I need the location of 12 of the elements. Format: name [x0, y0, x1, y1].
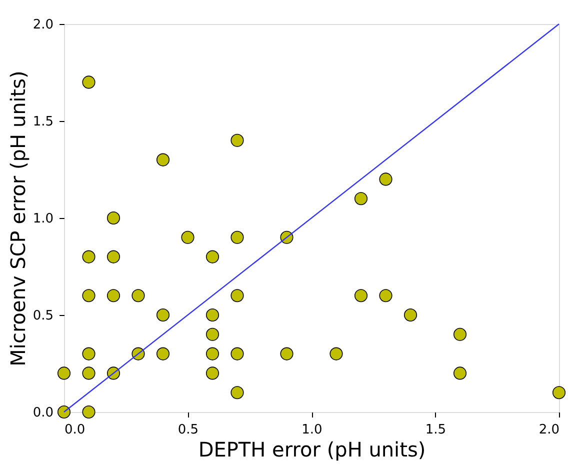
- y-tick-label: 0.5: [32, 308, 54, 324]
- y-axis-title: Microenv SCP error (pH units): [6, 70, 30, 366]
- y-tick-label: 1.0: [32, 212, 54, 226]
- y-tick-label: 2.0: [32, 18, 54, 32]
- x-tick-label: 0.5: [178, 422, 199, 438]
- x-tick-label: 1.5: [425, 422, 446, 438]
- x-tick-label: 0.0: [64, 422, 86, 438]
- x-axis-title: DEPTH error (pH units): [198, 438, 426, 462]
- y-tick-label: 0.0: [32, 406, 54, 420]
- y-tick-label: 1.5: [32, 114, 54, 130]
- x-tick-label: 2.0: [538, 422, 560, 438]
- x-tick-label: 1.0: [302, 422, 322, 438]
